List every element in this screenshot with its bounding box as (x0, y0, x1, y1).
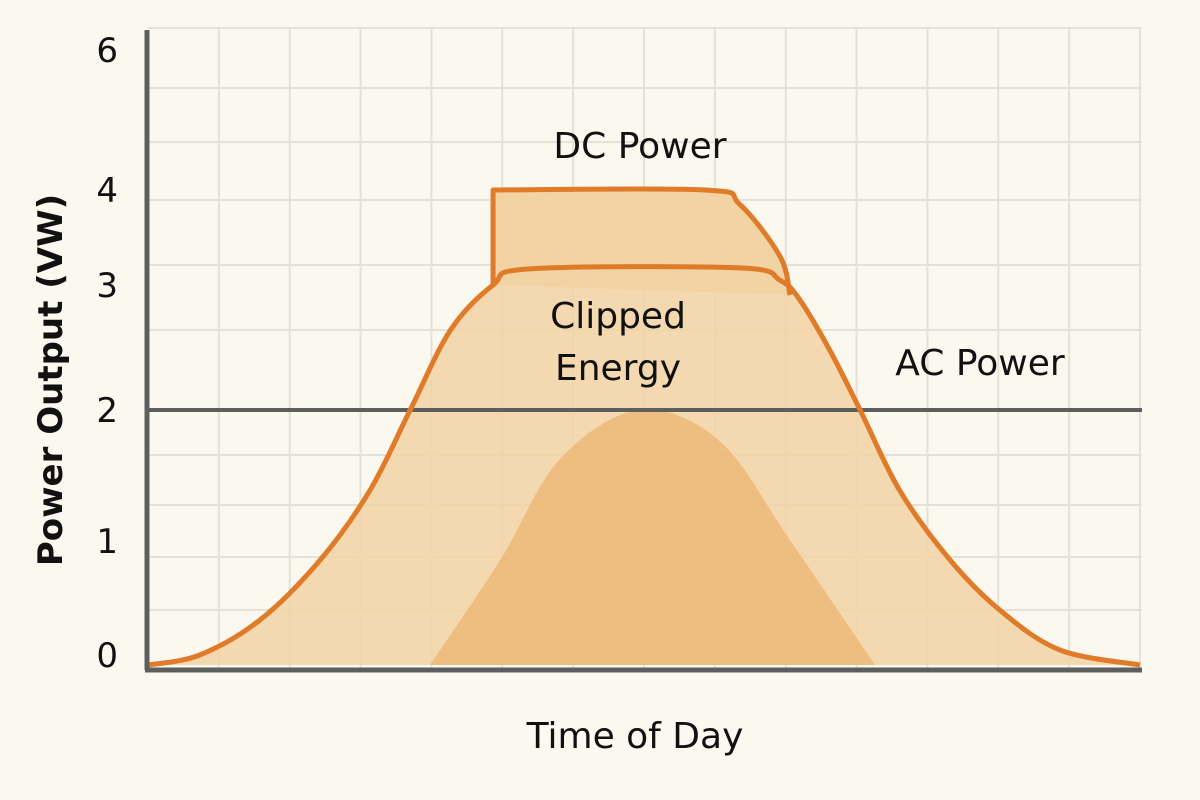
y-tick-label: 4 (96, 171, 118, 211)
y-tick-label: 1 (96, 522, 118, 562)
y-tick-label: 3 (96, 266, 118, 306)
y-tick-label: 6 (96, 31, 118, 71)
x-axis-label: Time of Day (526, 716, 744, 757)
clipped-energy-label-1: Clipped (550, 296, 686, 337)
dc-power-line (490, 186, 793, 296)
ac-power-label: AC Power (895, 343, 1065, 384)
dc-power-label: DC Power (553, 126, 726, 167)
inner-energy-area (430, 409, 875, 665)
y-tick-labels: 0 1 2 3 4 6 (96, 31, 118, 676)
y-tick-label: 0 (96, 636, 118, 676)
clipped-energy-label-2: Energy (555, 348, 681, 389)
ac-power-line (147, 264, 1141, 668)
y-tick-label: 2 (96, 391, 118, 431)
y-axis-label: Power Output (VW) (31, 194, 71, 566)
